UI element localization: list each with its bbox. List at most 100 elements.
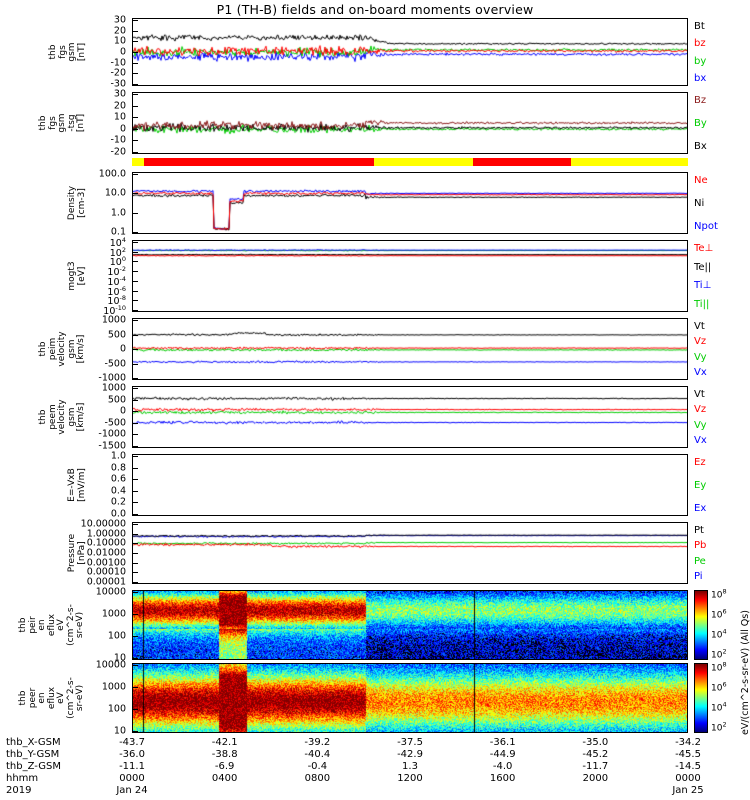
y-tickmark bbox=[132, 446, 138, 447]
y-tickmark bbox=[132, 533, 138, 535]
y-tick-pressure: 10.00000 bbox=[80, 518, 126, 530]
colorbar-tick: 108 bbox=[711, 587, 727, 601]
plot-panel-pressure[interactable] bbox=[132, 522, 688, 584]
y-axis-label-mogt3: mogt3 [eV] bbox=[67, 261, 87, 291]
plot-panel-fgs-gsm-tsg[interactable] bbox=[132, 92, 688, 154]
plot-canvas-density bbox=[133, 173, 687, 233]
y-tick-peim-velocity: 1000 bbox=[101, 314, 126, 326]
x-axis-value: 1600 bbox=[489, 773, 516, 784]
y-tickmark bbox=[132, 388, 138, 389]
x-axis-value: -0.4 bbox=[307, 761, 328, 772]
plot-panel-mogt3[interactable] bbox=[132, 240, 688, 312]
colorbar-tick: 104 bbox=[711, 627, 727, 641]
y-tick-peir-eflux: 1000 bbox=[101, 608, 126, 620]
y-axis-label-peim-velocity: thb peim velocity gsm [km/s] bbox=[38, 331, 86, 367]
x-axis-value: 0800 bbox=[304, 773, 331, 784]
y-axis-label-efield: E=-VxB [mV/m] bbox=[67, 468, 87, 502]
y-tick-fgs-gsm-tsg: 0 bbox=[119, 123, 126, 135]
legend-mogt3-ti: Ti⊥ bbox=[694, 280, 712, 292]
y-tickmark bbox=[132, 310, 138, 311]
y-tickmark bbox=[132, 422, 138, 424]
x-axis-value: -42.9 bbox=[397, 749, 423, 760]
legend-density-ne: Ne bbox=[694, 175, 708, 186]
y-axis-label-peem-velocity: thb peem velocity gsm [km/s] bbox=[38, 399, 86, 435]
legend-efield-ez: Ez bbox=[694, 457, 706, 468]
colorbar-tick: 102 bbox=[711, 720, 727, 734]
x-axis-value: 2000 bbox=[582, 773, 609, 784]
y-tickmark bbox=[132, 251, 138, 253]
y-tick-mogt3: 100 bbox=[109, 255, 126, 269]
legend-mogt3-te: Te|| bbox=[694, 261, 712, 273]
legend-peim-velocity-vt: Vt bbox=[694, 321, 705, 332]
y-tick-efield: 0.6 bbox=[110, 473, 126, 485]
plot-panel-efield[interactable] bbox=[132, 454, 688, 516]
y-tickmark bbox=[132, 232, 138, 233]
x-axis-value: -38.8 bbox=[211, 749, 238, 760]
y-tickmark bbox=[132, 271, 138, 273]
plot-canvas-peim-velocity bbox=[133, 319, 687, 379]
y-tickmark bbox=[132, 290, 138, 292]
legend-fgs-gsm-bt: Bt bbox=[694, 21, 705, 32]
y-tickmark bbox=[132, 614, 138, 615]
plot-canvas-peem-velocity bbox=[133, 387, 687, 447]
y-tick-peem-velocity: 1000 bbox=[101, 382, 126, 394]
y-tickmark bbox=[132, 709, 138, 710]
y-tick-density: 1.0 bbox=[110, 207, 126, 219]
y-axis-label-fgs-gsm: thb fgs gsm [nT] bbox=[47, 42, 87, 62]
status-segment bbox=[144, 158, 374, 166]
y-tick-pressure: 0.00100 bbox=[86, 557, 126, 569]
y-tickmark bbox=[132, 152, 138, 153]
y-tick-peir-eflux: 10000 bbox=[95, 586, 126, 598]
legend-pressure-pi: Pi bbox=[694, 571, 703, 582]
y-tick-fgs-gsm-tsg: 30 bbox=[113, 88, 126, 100]
y-tickmark bbox=[132, 502, 138, 504]
x-axis-value: -6.9 bbox=[214, 761, 235, 772]
y-tickmark bbox=[132, 300, 138, 302]
y-tick-peim-velocity: -1000 bbox=[98, 372, 126, 384]
y-axis-label-peer-eflux: thb peer en eflux eV (cm^2-s-sr-eV) bbox=[18, 677, 86, 719]
x-axis-value: -36.0 bbox=[119, 749, 145, 760]
y-tickmark bbox=[132, 62, 138, 64]
x-axis-row-label-thbygsm: thb_Y-GSM bbox=[6, 749, 60, 760]
legend-peem-velocity-vy: Vy bbox=[694, 419, 707, 431]
y-tick-fgs-gsm: 0 bbox=[119, 46, 126, 58]
page-title: P1 (TH-B) fields and on-board moments ov… bbox=[216, 2, 534, 17]
plot-panel-peer-eflux[interactable] bbox=[132, 663, 688, 733]
x-axis-value: Jan 25 bbox=[672, 785, 704, 796]
y-tickmark bbox=[132, 543, 138, 545]
plot-panel-peem-velocity[interactable] bbox=[132, 386, 688, 448]
legend-pressure-pt: Pt bbox=[694, 525, 704, 536]
y-tick-efield: 1.0 bbox=[110, 450, 126, 462]
y-tickmark bbox=[132, 553, 138, 554]
plot-canvas-fgs-gsm bbox=[133, 19, 687, 85]
y-tickmark bbox=[132, 665, 138, 666]
y-tick-mogt3: 10-10 bbox=[103, 303, 126, 318]
y-tick-fgs-gsm-tsg: 20 bbox=[113, 100, 126, 112]
x-axis-value: Jan 24 bbox=[116, 785, 148, 796]
x-axis-value: -37.5 bbox=[397, 737, 423, 748]
y-tick-peer-eflux: 10000 bbox=[95, 659, 126, 671]
x-axis-value: 0000 bbox=[119, 773, 145, 784]
y-tick-mogt3: 10-4 bbox=[107, 274, 126, 288]
y-tick-efield: 0.2 bbox=[110, 496, 126, 508]
x-axis-row-label-thbxgsm: thb_X-GSM bbox=[6, 737, 61, 748]
x-axis-value: 1.3 bbox=[402, 761, 418, 772]
y-tickmark bbox=[132, 399, 138, 401]
legend-density-npot: Npot bbox=[694, 221, 718, 232]
y-tick-fgs-gsm: -10 bbox=[110, 57, 126, 69]
y-tickmark bbox=[132, 280, 138, 282]
y-tickmark bbox=[132, 349, 138, 350]
plot-panel-density[interactable] bbox=[132, 172, 688, 234]
colorbar-peer bbox=[694, 663, 708, 733]
plot-panel-fgs-gsm[interactable] bbox=[132, 18, 688, 86]
plot-panel-peim-velocity[interactable] bbox=[132, 318, 688, 380]
plot-panel-peir-eflux[interactable] bbox=[132, 590, 688, 660]
y-tick-mogt3: 102 bbox=[109, 245, 126, 259]
y-tick-peer-eflux: 100 bbox=[107, 703, 126, 715]
x-axis-row-label-thbzgsm: thb_Z-GSM bbox=[6, 761, 61, 772]
x-axis-value: -35.0 bbox=[582, 737, 609, 748]
y-tickmark bbox=[132, 212, 138, 214]
legend-fgs-gsm-tsg-by: By bbox=[694, 118, 707, 129]
x-axis-value: -44.9 bbox=[489, 749, 516, 760]
y-tick-fgs-gsm-tsg: -10 bbox=[110, 134, 126, 146]
